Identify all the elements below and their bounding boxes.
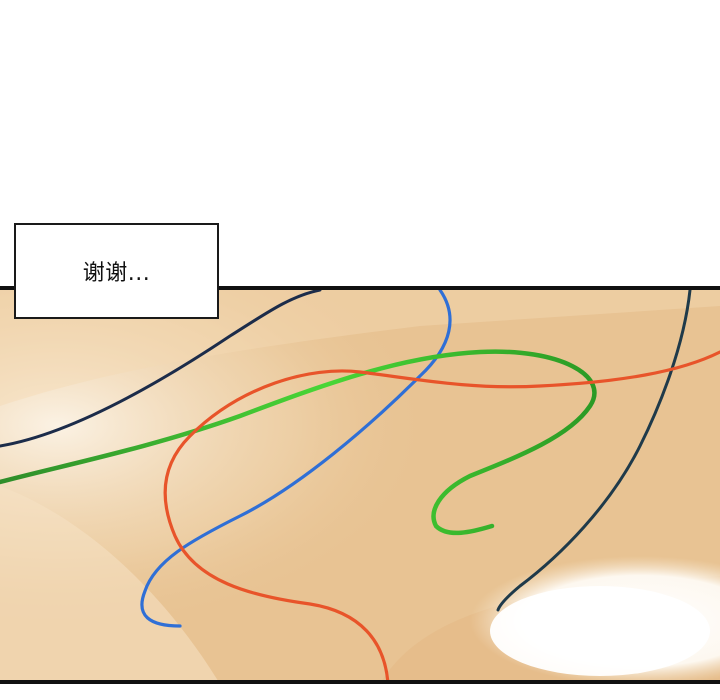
navy-thread-left: [0, 290, 322, 448]
navy-thread-right: [496, 290, 692, 612]
bottom-gutter: [0, 684, 720, 700]
comic-panel: [0, 286, 720, 684]
tangled-threads-illustration: [0, 290, 720, 680]
speech-caption-box: 谢谢...: [14, 223, 219, 319]
upper-light-band: [0, 290, 720, 406]
white-highlight-core: [490, 586, 710, 676]
caption-text: 谢谢...: [82, 261, 151, 286]
lower-left-light: [0, 486, 218, 680]
red-thread: [163, 350, 720, 680]
